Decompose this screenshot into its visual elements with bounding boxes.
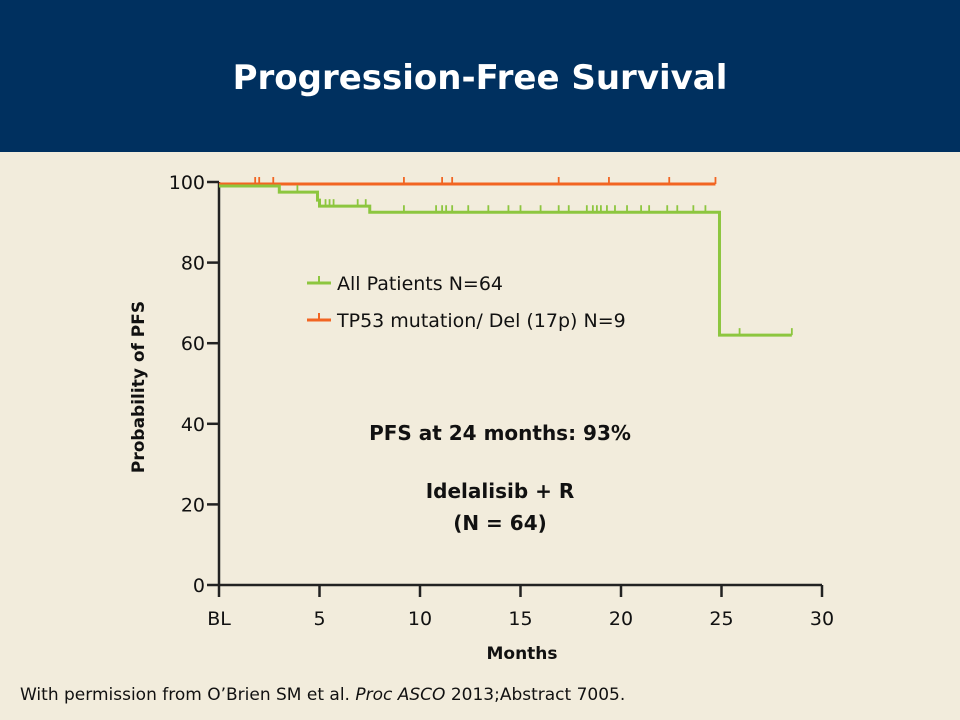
y-tick-label: 80 xyxy=(181,253,205,275)
x-tick-label: 25 xyxy=(709,608,733,630)
y-tick-label: 100 xyxy=(169,172,205,194)
annotation: PFS at 24 months: 93% xyxy=(369,421,631,445)
legend-label-all-patients: All Patients N=64 xyxy=(337,273,503,295)
y-axis-label: Probability of PFS xyxy=(129,301,149,473)
km-curve-all-patients xyxy=(219,184,792,337)
legend-label-tp53: TP53 mutation/ Del (17p) N=9 xyxy=(336,310,626,332)
y-tick-label: 40 xyxy=(181,414,205,436)
title-banner: Progression-Free Survival xyxy=(0,0,960,152)
x-tick-label: 10 xyxy=(408,608,432,630)
y-tick-label: 0 xyxy=(193,575,205,597)
x-tick-label: 20 xyxy=(609,608,633,630)
citation-prefix: With permission from O’Brien SM et al. xyxy=(20,685,356,705)
x-tick-label: 15 xyxy=(508,608,532,630)
y-tick-label: 20 xyxy=(181,494,205,516)
x-tick-label: 5 xyxy=(313,608,325,630)
citation-journal: Proc ASCO xyxy=(355,685,446,705)
x-tick-label: BL xyxy=(207,608,231,630)
citation: With permission from O’Brien SM et al. P… xyxy=(20,685,625,705)
x-axis-label: Months xyxy=(486,644,557,664)
y-tick-label: 60 xyxy=(181,333,205,355)
annotation: Idelalisib + R xyxy=(426,479,575,503)
slide-title: Progression-Free Survival xyxy=(232,58,728,98)
x-tick-label: 30 xyxy=(810,608,834,630)
annotation: (N = 64) xyxy=(453,511,547,535)
citation-suffix: 2013;Abstract 7005. xyxy=(445,685,626,705)
